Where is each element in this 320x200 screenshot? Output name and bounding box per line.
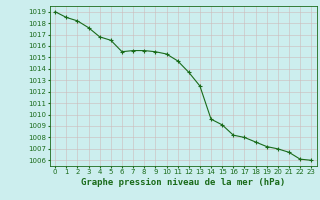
X-axis label: Graphe pression niveau de la mer (hPa): Graphe pression niveau de la mer (hPa) <box>81 178 285 187</box>
